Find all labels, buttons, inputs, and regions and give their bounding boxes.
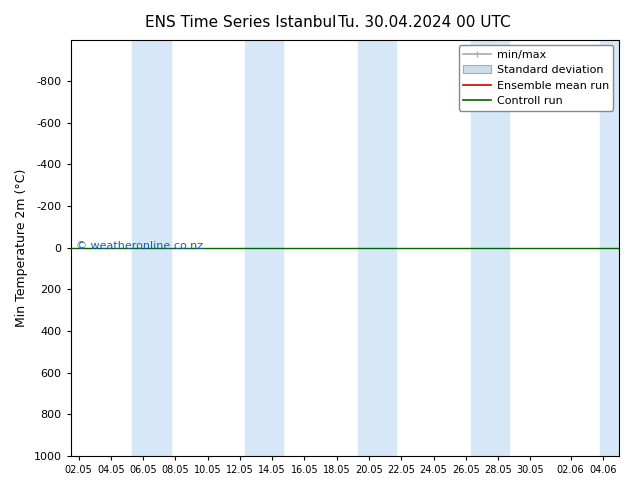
Bar (148, 40, 171, 456)
Text: Tu. 30.04.2024 00 UTC: Tu. 30.04.2024 00 UTC (339, 15, 511, 30)
Text: ENS Time Series Istanbul: ENS Time Series Istanbul (145, 15, 337, 30)
Bar (470, 40, 493, 456)
Bar (245, 40, 268, 456)
Bar (487, 40, 509, 456)
Y-axis label: Min Temperature 2m (°C): Min Temperature 2m (°C) (15, 169, 28, 327)
Bar (374, 40, 396, 456)
Legend: min/max, Standard deviation, Ensemble mean run, Controll run: min/max, Standard deviation, Ensemble me… (459, 45, 614, 111)
Bar (358, 40, 380, 456)
Bar (600, 40, 622, 456)
Bar (261, 40, 283, 456)
Text: © weatheronline.co.nz: © weatheronline.co.nz (76, 241, 203, 251)
Bar (132, 40, 155, 456)
